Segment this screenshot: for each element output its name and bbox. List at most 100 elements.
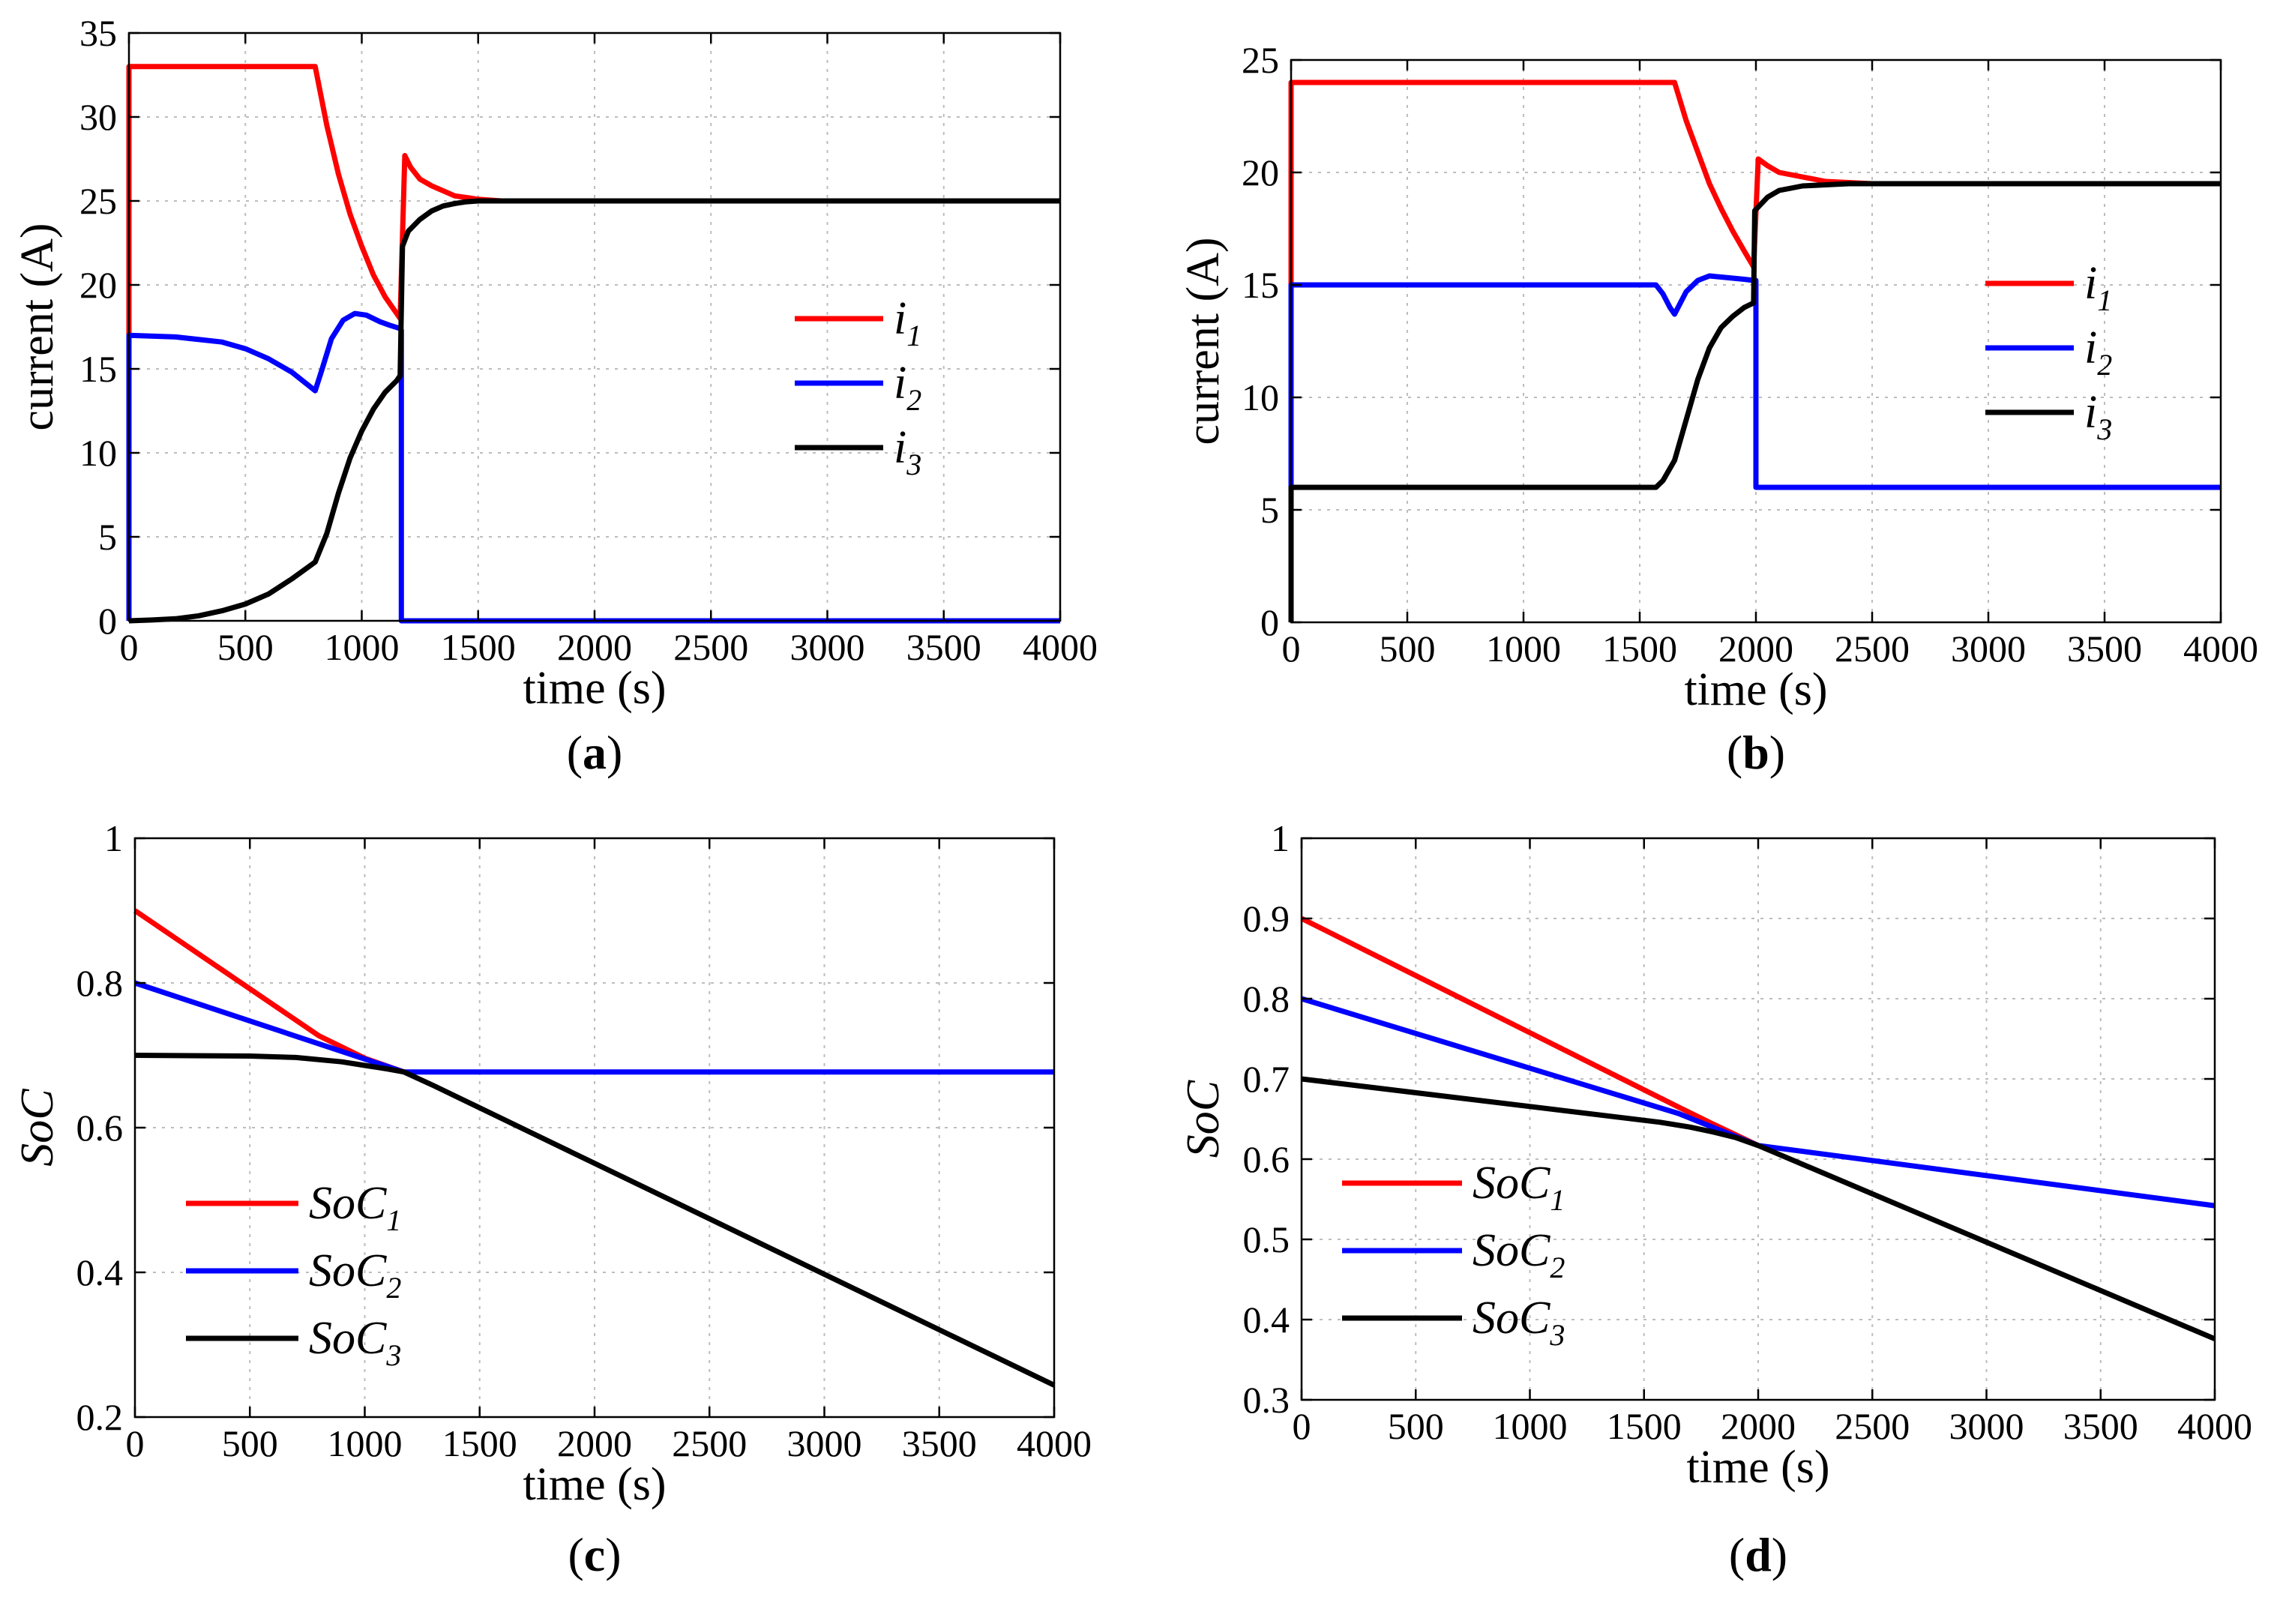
x-tick-label: 3500	[2063, 1405, 2138, 1447]
legend-entry: SoC2	[1473, 1225, 1565, 1284]
y-axis-label: SoC	[1178, 1080, 1229, 1158]
legend-entry: i3	[894, 422, 921, 481]
series-line-soc3	[134, 1053, 1056, 1388]
x-tick-label: 1500	[441, 626, 516, 668]
y-tick-label: 0.7	[1243, 1058, 1290, 1100]
x-tick-label: 500	[217, 626, 274, 668]
legend-entry: i1	[894, 293, 921, 352]
series-line-i1	[1288, 79, 2221, 622]
y-tick-label: 0.6	[1243, 1138, 1290, 1180]
x-tick-label: 2500	[1835, 1405, 1910, 1447]
y-tick-label: 0.2	[76, 1396, 124, 1438]
y-tick-label: 5	[98, 516, 117, 558]
panel-label: (c)	[568, 1528, 621, 1581]
x-tick-label: 1000	[328, 1422, 403, 1464]
y-tick-label: 5	[1260, 489, 1279, 531]
y-tick-label: 10	[1242, 376, 1279, 418]
x-tick-label: 1000	[325, 626, 400, 668]
legend-entry: SoC3	[309, 1313, 401, 1372]
x-tick-label: 2500	[1835, 628, 1910, 670]
chart-c: 0 500 1000 1500 2000 2500 3000 3500 4000 0.2 0.4 0.…	[12, 817, 1092, 1581]
legend-entry: SoC1	[1473, 1158, 1565, 1217]
legend-entry: i1	[2084, 258, 2112, 317]
x-tick-label: 3000	[787, 1422, 862, 1464]
chart-a: 0 500 1000 1500 2000 2500 3000 3500 4000 0 5 10 15 20…	[12, 12, 1098, 779]
chart-b: 0 500 1000 1500 2000 2500 3000 3500 4000 0 5 10 15 20…	[1178, 39, 2258, 779]
y-tick-label: 0	[98, 600, 117, 642]
y-tick-label: 0.3	[1243, 1379, 1290, 1421]
series-line-i1	[126, 64, 1060, 621]
y-tick-label: 10	[79, 432, 117, 474]
y-axis-label: current (A)	[12, 223, 63, 430]
x-tick-label: 2000	[1721, 1405, 1796, 1447]
y-tick-label: 15	[79, 348, 117, 390]
series-line-soc1	[133, 908, 405, 1075]
legend-entry: SoC2	[309, 1245, 401, 1305]
x-tick-label: 0	[1282, 628, 1301, 670]
series-line-soc1	[1300, 915, 1760, 1148]
legend: SoC1 SoC2 SoC3	[186, 1178, 401, 1372]
series-line-soc3	[1301, 1076, 2216, 1341]
y-tick-label: 0.6	[76, 1107, 124, 1149]
y-tick-label: 0.8	[76, 962, 124, 1004]
x-tick-label: 2000	[557, 1422, 632, 1464]
x-tick-label: 2500	[672, 1422, 747, 1464]
x-tick-label: 0	[1293, 1405, 1311, 1447]
chart-d: 0 500 1000 1500 2000 2500 3000 3500 4000 0.3 0.4 0.…	[1178, 817, 2252, 1581]
panel-label: (d)	[1729, 1528, 1787, 1581]
x-tick-label: 3000	[1951, 628, 2026, 670]
y-tick-label: 1	[1271, 817, 1290, 859]
legend-entry: i2	[2084, 322, 2112, 382]
x-tick-label: 4000	[2177, 1405, 2252, 1447]
y-axis-label: current (A)	[1178, 237, 1229, 445]
x-tick-label: 1500	[442, 1422, 517, 1464]
y-tick-label: 0	[1260, 601, 1279, 643]
x-axis-label: time (s)	[1684, 664, 1827, 715]
x-tick-label: 1500	[1602, 628, 1677, 670]
series-line-i3	[1288, 181, 2221, 622]
x-tick-label: 2500	[673, 626, 748, 668]
legend: SoC1 SoC2 SoC3	[1342, 1158, 1565, 1352]
x-tick-label: 4000	[2183, 628, 2258, 670]
x-axis-label: time (s)	[523, 1459, 666, 1510]
x-tick-label: 3000	[1949, 1405, 2024, 1447]
x-tick-label: 0	[120, 626, 139, 668]
x-tick-label: 2000	[557, 626, 632, 668]
y-tick-label: 25	[79, 180, 117, 222]
x-tick-label: 3000	[790, 626, 865, 668]
series-line-i2	[1288, 273, 2221, 622]
x-axis-label: time (s)	[1686, 1442, 1829, 1493]
x-tick-label: 0	[126, 1422, 145, 1464]
y-tick-label: 20	[79, 264, 117, 306]
x-tick-label: 3500	[902, 1422, 977, 1464]
y-tick-label: 25	[1242, 39, 1279, 81]
x-tick-label: 500	[1380, 628, 1436, 670]
series-line-i3	[128, 198, 1060, 624]
panel-label: (b)	[1727, 726, 1785, 779]
x-tick-label: 3500	[2067, 628, 2142, 670]
x-tick-label: 1000	[1486, 628, 1561, 670]
y-tick-label: 30	[79, 96, 117, 138]
y-tick-label: 0.4	[76, 1251, 124, 1293]
x-tick-label: 2000	[1718, 628, 1793, 670]
legend-entry: i2	[894, 358, 921, 417]
legend-entry: i3	[2084, 387, 2112, 446]
y-axis-label: SoC	[12, 1089, 63, 1167]
y-tick-label: 0.9	[1243, 897, 1290, 939]
y-tick-label: 20	[1242, 151, 1279, 193]
y-tick-label: 0.5	[1243, 1218, 1290, 1260]
x-tick-label: 500	[1388, 1405, 1444, 1447]
panel-label: (a)	[567, 726, 623, 779]
x-tick-label: 3500	[906, 626, 981, 668]
legend-entry: SoC3	[1473, 1293, 1565, 1352]
y-tick-label: 15	[1242, 264, 1279, 306]
x-tick-label: 4000	[1023, 626, 1098, 668]
y-tick-label: 1	[104, 817, 123, 859]
x-tick-label: 1000	[1493, 1405, 1568, 1447]
x-tick-label: 500	[222, 1422, 278, 1464]
x-tick-label: 4000	[1017, 1422, 1092, 1464]
y-tick-label: 0.8	[1243, 978, 1290, 1020]
